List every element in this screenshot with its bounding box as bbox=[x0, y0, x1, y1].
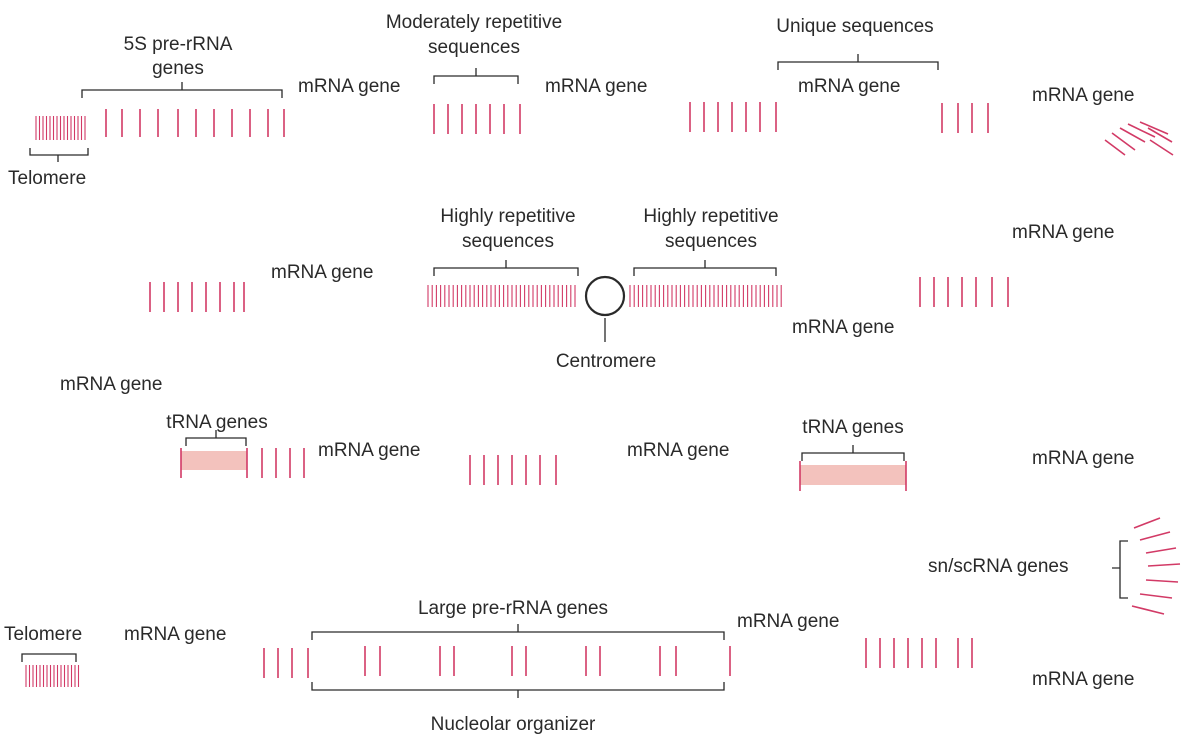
snsc-band bbox=[1145, 579, 1179, 583]
highly-repetitive-left-line2: sequences bbox=[462, 231, 554, 252]
five-s-label-line2: genes bbox=[152, 58, 204, 79]
bend-band bbox=[1147, 127, 1173, 143]
five-s-label-line1: 5S pre-rRNA bbox=[124, 34, 233, 55]
labels: Telomere 5S pre-rRNA genes Moderately re… bbox=[4, 12, 1134, 735]
unique-sequences-label: Unique sequences bbox=[776, 16, 933, 37]
mrna-label-r4-a: mRNA gene bbox=[124, 624, 226, 645]
highly-repetitive-left-bracket bbox=[433, 260, 579, 276]
gene-bands bbox=[25, 102, 1181, 687]
snsc-band bbox=[1133, 517, 1161, 529]
bend-band bbox=[1139, 121, 1169, 135]
mrna-label-left-bend: mRNA gene bbox=[60, 374, 162, 395]
trna-block-left bbox=[181, 451, 247, 470]
nucleolar-organizer-bracket bbox=[311, 682, 725, 698]
centromere-circle bbox=[584, 275, 626, 317]
snsc-band bbox=[1145, 547, 1177, 554]
mrna-label-r1-b: mRNA gene bbox=[545, 76, 647, 97]
five-s-bracket bbox=[81, 82, 283, 98]
moderately-repetitive-line2: sequences bbox=[428, 37, 520, 58]
telomere-top-label: Telomere bbox=[8, 168, 86, 189]
mrna-label-r3-right: mRNA gene bbox=[1032, 448, 1134, 469]
snsc-band bbox=[1139, 593, 1173, 599]
mrna-label-r1-a: mRNA gene bbox=[298, 76, 400, 97]
large-pre-rrna-bracket bbox=[311, 624, 725, 640]
centromere-label: Centromere bbox=[556, 351, 656, 372]
brackets bbox=[21, 54, 1128, 698]
mrna-label-r4-b: mRNA gene bbox=[737, 611, 839, 632]
trna-block-right bbox=[800, 465, 906, 485]
bend-band bbox=[1119, 127, 1146, 143]
telomere-bottom-label: Telomere bbox=[4, 624, 82, 645]
moderately-repetitive-line1: Moderately repetitive bbox=[386, 12, 562, 33]
snsc-label: sn/scRNA genes bbox=[928, 556, 1068, 577]
mrna-label-r2-right: mRNA gene bbox=[792, 317, 894, 338]
highly-repetitive-left-line1: Highly repetitive bbox=[440, 206, 575, 227]
trna-right-bracket bbox=[801, 445, 905, 461]
mrna-label-right-mid: mRNA gene bbox=[1012, 222, 1114, 243]
moderately-repetitive-bracket bbox=[433, 68, 519, 84]
mrna-label-right-top: mRNA gene bbox=[1032, 85, 1134, 106]
snsc-band bbox=[1139, 531, 1171, 541]
telomere-top-bracket bbox=[29, 148, 89, 162]
trna-right-label: tRNA genes bbox=[802, 417, 903, 438]
highly-repetitive-right-line1: Highly repetitive bbox=[643, 206, 778, 227]
highly-repetitive-right-line2: sequences bbox=[665, 231, 757, 252]
snsc-band bbox=[1147, 563, 1181, 567]
mrna-label-r3-b: mRNA gene bbox=[627, 440, 729, 461]
bend-band bbox=[1111, 132, 1136, 151]
large-pre-rrna-label: Large pre-rRNA genes bbox=[418, 598, 608, 619]
highly-repetitive-right-bracket bbox=[633, 260, 777, 276]
mrna-label-r4-right: mRNA gene bbox=[1032, 669, 1134, 690]
nucleolar-organizer-label: Nucleolar organizer bbox=[431, 714, 596, 735]
trna-left-bracket bbox=[185, 430, 247, 446]
telomere-bottom-bracket bbox=[21, 653, 77, 662]
snsc-band bbox=[1131, 605, 1165, 615]
mrna-label-r3-a: mRNA gene bbox=[318, 440, 420, 461]
unique-sequences-bracket bbox=[777, 54, 939, 70]
mrna-label-r1-c: mRNA gene bbox=[798, 76, 900, 97]
bend-band bbox=[1127, 123, 1156, 138]
bend-band bbox=[1104, 139, 1126, 156]
snsc-bracket bbox=[1112, 540, 1128, 599]
mrna-label-r2-left: mRNA gene bbox=[271, 262, 373, 283]
chromosome-body bbox=[20, 107, 1190, 686]
bend-band bbox=[1149, 139, 1174, 156]
trna-left-label: tRNA genes bbox=[166, 412, 267, 433]
